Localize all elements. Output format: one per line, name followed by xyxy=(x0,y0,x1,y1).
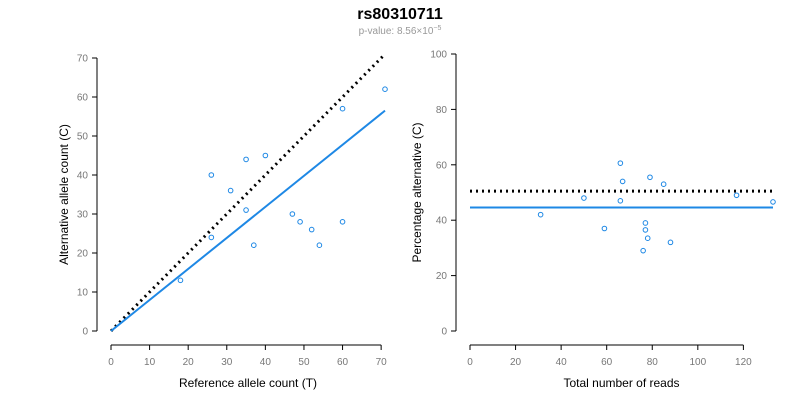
left-data-point xyxy=(177,277,184,284)
right-data-point xyxy=(660,181,667,187)
left-data-point xyxy=(339,105,346,112)
right-y-tick-label: 40 xyxy=(436,216,448,227)
left-data-point xyxy=(250,242,257,248)
right-scatter-panel: 0 20 40 60 80 100 120 0 20 40 60 80 100 Total number … xyxy=(410,50,776,390)
left-y-tick-label: 30 xyxy=(77,210,89,221)
chart-subtitle: p-value: 8.56×10−5 xyxy=(359,25,442,37)
left-x-tick-label: 60 xyxy=(337,357,349,368)
left-data-point xyxy=(227,187,234,194)
right-y-axis-label: Percentage alternative (C) xyxy=(410,122,424,262)
left-data-point xyxy=(289,211,296,217)
right-data-point xyxy=(770,199,776,205)
left-data-point xyxy=(382,86,388,92)
right-data-point xyxy=(537,211,544,218)
left-data-point xyxy=(243,207,249,213)
left-y-tick-label: 60 xyxy=(77,93,89,104)
left-data-point xyxy=(297,219,303,225)
right-x-tick-label: 120 xyxy=(735,357,752,368)
left-data-point xyxy=(308,226,315,233)
right-x-tick-label: 0 xyxy=(467,357,473,368)
left-data-point xyxy=(316,242,323,248)
right-data-point xyxy=(581,195,587,201)
left-x-tick-label: 50 xyxy=(298,357,310,368)
right-data-point xyxy=(647,174,653,181)
chart-title: rs80310711 xyxy=(357,6,443,23)
left-scatter-panel: 0 10 20 30 40 50 60 70 0 10 20 30 40 50 60 70 Reference … xyxy=(57,53,388,390)
left-data-point xyxy=(339,219,346,225)
right-data-point xyxy=(619,178,626,185)
left-data-point xyxy=(208,172,215,178)
left-y-tick-label: 20 xyxy=(77,249,89,260)
right-data-point xyxy=(642,227,649,233)
right-y-tick-label: 20 xyxy=(436,271,448,282)
right-y-tick-label: 100 xyxy=(430,50,447,61)
left-x-axis-label: Reference allele count (T) xyxy=(179,376,317,390)
right-data-point xyxy=(601,225,608,232)
right-x-tick-label: 100 xyxy=(689,357,706,368)
left-y-tick-label: 50 xyxy=(77,132,89,143)
right-y-tick-label: 80 xyxy=(436,105,448,116)
left-data-point xyxy=(243,156,249,163)
right-data-point xyxy=(642,220,649,226)
left-reference-line xyxy=(109,53,387,333)
p-value-text: p-value: 8.56×10 xyxy=(359,26,434,37)
left-y-tick-label: 0 xyxy=(82,327,88,338)
right-data-point xyxy=(644,235,651,242)
left-fit-line xyxy=(110,109,386,332)
left-data-point xyxy=(262,152,269,159)
left-y-tick-label: 40 xyxy=(77,171,89,182)
right-y-tick-label: 60 xyxy=(436,160,448,171)
right-x-tick-label: 20 xyxy=(510,357,522,368)
right-x-axis-label: Total number of reads xyxy=(563,376,679,390)
left-x-tick-label: 10 xyxy=(144,357,156,368)
left-x-tick-label: 20 xyxy=(183,357,195,368)
right-x-tick-label: 80 xyxy=(647,357,659,368)
right-data-point xyxy=(667,239,674,246)
left-x-tick-label: 40 xyxy=(260,357,272,368)
right-data-point xyxy=(733,192,740,199)
left-data-point xyxy=(208,234,215,241)
right-data-point xyxy=(617,160,624,166)
right-data-point xyxy=(617,198,624,204)
right-y-tick-label: 0 xyxy=(441,327,447,338)
p-value-exponent: −5 xyxy=(433,25,441,32)
left-x-tick-label: 0 xyxy=(108,357,114,368)
left-x-tick-label: 30 xyxy=(221,357,233,368)
left-x-tick-label: 70 xyxy=(376,357,388,368)
right-data-point xyxy=(640,247,646,254)
left-y-axis-label: Alternative allele count (C) xyxy=(57,124,71,265)
left-y-tick-label: 70 xyxy=(77,54,89,65)
right-x-tick-label: 60 xyxy=(601,357,613,368)
right-x-tick-label: 40 xyxy=(556,357,568,368)
left-y-tick-label: 10 xyxy=(77,288,89,299)
